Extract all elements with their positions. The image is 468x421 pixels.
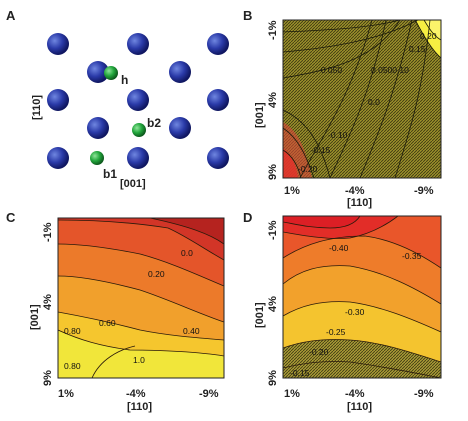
contour-label: -0.15 xyxy=(311,145,331,155)
y-tick-label: -1% xyxy=(267,220,279,240)
heatmap-b xyxy=(283,20,441,178)
plot-frame-c xyxy=(57,217,225,379)
axes-d: -1% 4% 9% [001] 1% -4% -9% [110] xyxy=(254,220,434,413)
panel-label-d: D xyxy=(243,210,252,225)
host-atom xyxy=(207,147,229,169)
y-tick-label: 9% xyxy=(267,370,279,386)
x-tick-label: -4% xyxy=(345,185,365,197)
site-atom-h xyxy=(104,66,118,80)
host-atom xyxy=(87,61,109,83)
contour-label: -0.10 xyxy=(328,130,348,140)
contour-label: -0.20 xyxy=(309,347,329,357)
contour-labels-b: -0.050 0.0500.10 0.0 -0.10 -0.15 -0.20 0… xyxy=(298,31,437,174)
x-tick-label: -9% xyxy=(199,388,219,400)
x-axis-label: [110] xyxy=(347,197,372,209)
x-tick-label: 1% xyxy=(284,185,300,197)
x-axis-label: [110] xyxy=(127,401,152,413)
contour-label: 0.80 xyxy=(64,361,81,371)
y-tick-label: 9% xyxy=(42,370,54,386)
panel-label-c: C xyxy=(6,210,16,225)
x-tick-label: -4% xyxy=(345,388,365,400)
x-tick-label: 1% xyxy=(284,388,300,400)
y-axis-label: [001] xyxy=(29,304,41,330)
contour-label: -0.35 xyxy=(402,251,422,261)
y-tick-label: 4% xyxy=(267,92,279,108)
axis-label-110: [110] xyxy=(31,95,43,120)
y-tick-label: -1% xyxy=(42,222,54,242)
heatmap-d xyxy=(283,216,441,378)
axes-b: -1% 4% 9% [001] 1% -4% -9% [110] xyxy=(254,20,434,209)
host-atom xyxy=(47,89,69,111)
x-tick-label: 1% xyxy=(58,388,74,400)
axes-c: -1% 4% 9% [001] 1% -4% -9% [110] xyxy=(29,222,219,413)
contour-label: -0.40 xyxy=(329,243,349,253)
contour-label: 1.0 xyxy=(133,355,145,365)
heatmap-c xyxy=(58,218,224,378)
contour-label: 0.60 xyxy=(99,318,116,328)
host-atom xyxy=(207,33,229,55)
contour-label: -0.30 xyxy=(345,307,365,317)
crystal-lattice xyxy=(47,33,229,169)
host-atom xyxy=(207,89,229,111)
y-tick-label: -1% xyxy=(267,20,279,40)
panel-label-b: B xyxy=(243,8,252,23)
y-tick-label: 4% xyxy=(42,294,54,310)
host-atom xyxy=(127,147,149,169)
host-atom xyxy=(47,147,69,169)
x-tick-label: -9% xyxy=(414,388,434,400)
contour-label: 0.20 xyxy=(148,269,165,279)
y-tick-label: 9% xyxy=(267,164,279,180)
contour-label: 0.20 xyxy=(420,31,437,41)
y-axis-label: [001] xyxy=(254,302,266,328)
panel-label-a: A xyxy=(6,8,16,23)
host-atom xyxy=(47,33,69,55)
plot-frame-b xyxy=(282,19,442,179)
host-atom xyxy=(169,117,191,139)
contour-label: -0.15 xyxy=(290,368,310,378)
contour-label: 0.40 xyxy=(183,326,200,336)
y-axis-label: [001] xyxy=(254,102,266,128)
site-atom-b2 xyxy=(132,123,146,137)
site-label-h: h xyxy=(121,73,128,87)
contour-labels-d: -0.40 -0.35 -0.30 -0.25 -0.20 -0.15 xyxy=(290,243,422,378)
axis-label-001: [001] xyxy=(120,178,146,190)
contour-label: -0.20 xyxy=(298,164,318,174)
site-label-b2: b2 xyxy=(147,116,161,130)
contour-labels-c: 0.0 0.20 0.40 0.60 0.80 0.80 1.0 xyxy=(64,248,200,371)
contour-label: -0.050 xyxy=(318,65,342,75)
host-atom xyxy=(127,33,149,55)
x-tick-label: -4% xyxy=(126,388,146,400)
contour-label: 0.0500.10 xyxy=(371,65,409,75)
host-atom xyxy=(127,89,149,111)
contour-label: 0.0 xyxy=(181,248,193,258)
site-label-b1: b1 xyxy=(103,167,117,181)
contour-label: 0.0 xyxy=(368,97,380,107)
x-tick-label: -9% xyxy=(414,185,434,197)
host-atom xyxy=(169,61,191,83)
host-atom xyxy=(87,117,109,139)
y-tick-label: 4% xyxy=(267,296,279,312)
contour-label: 0.15 xyxy=(409,44,426,54)
plot-frame-d xyxy=(282,215,442,379)
contour-label: -0.25 xyxy=(326,327,346,337)
site-atom-b1 xyxy=(90,151,104,165)
x-axis-label: [110] xyxy=(347,401,372,413)
contour-label: 0.80 xyxy=(64,326,81,336)
